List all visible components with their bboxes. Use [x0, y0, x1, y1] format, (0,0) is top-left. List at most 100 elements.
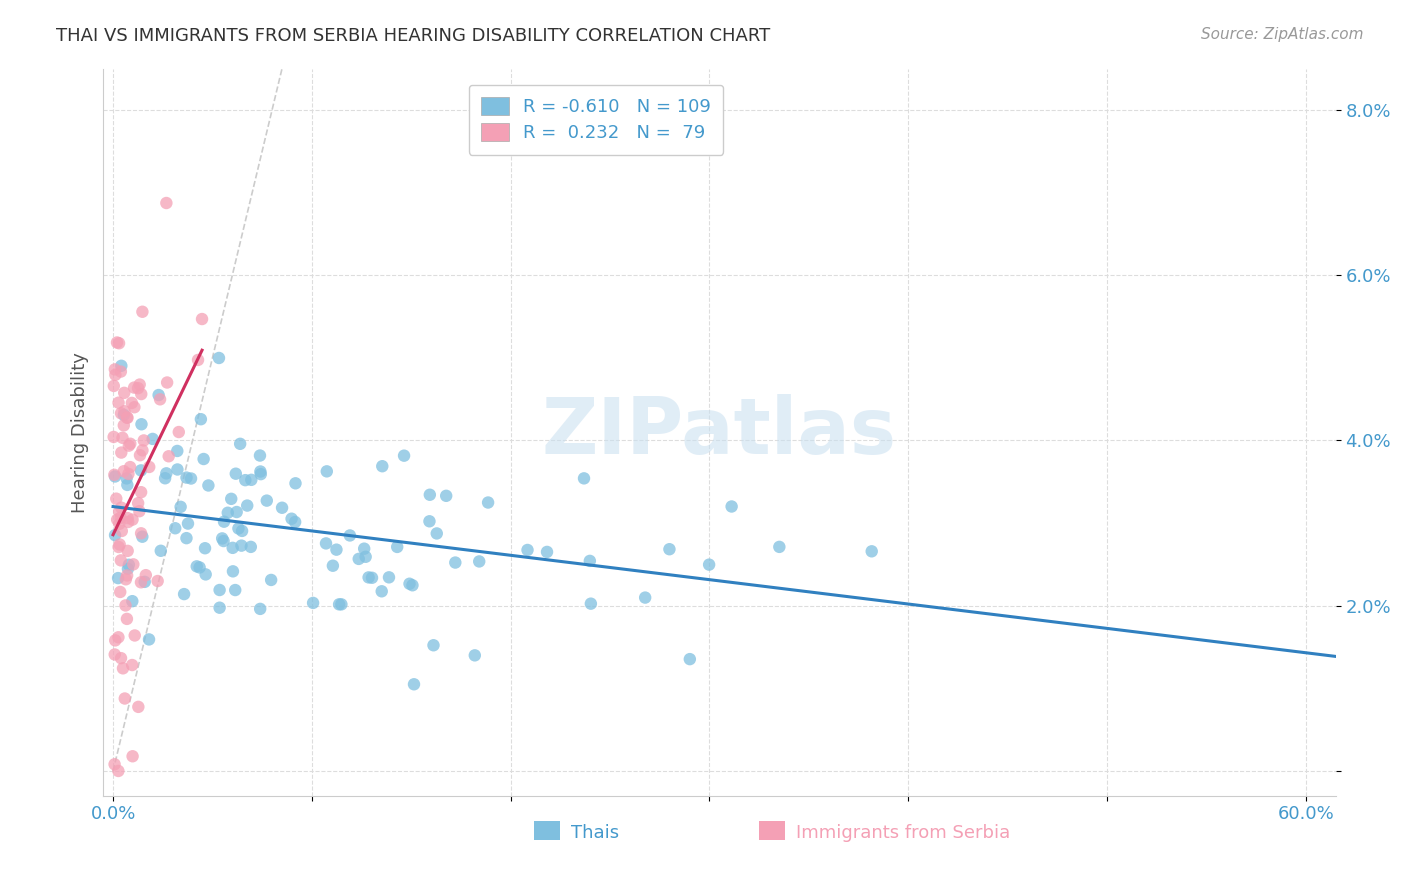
- Point: [112, 418, 135, 433]
- Point: [176, 470, 198, 484]
- Point: [121, 658, 143, 673]
- Point: [127, 699, 149, 714]
- Point: [131, 530, 153, 544]
- Point: [387, 540, 409, 554]
- Point: [149, 392, 172, 407]
- Point: [315, 536, 337, 550]
- Point: [240, 473, 263, 487]
- Point: [464, 648, 486, 663]
- Point: [134, 574, 156, 589]
- Point: [104, 362, 127, 376]
- Point: [271, 500, 294, 515]
- Point: [108, 336, 131, 351]
- Y-axis label: Hearing Disability: Hearing Disability: [72, 351, 89, 513]
- Point: [157, 450, 180, 464]
- Point: [103, 467, 125, 482]
- Point: [444, 556, 467, 570]
- Point: [105, 335, 128, 350]
- Point: [434, 489, 457, 503]
- Point: [118, 439, 141, 453]
- Point: [127, 496, 149, 510]
- Point: [280, 512, 302, 526]
- Point: [121, 749, 143, 764]
- Point: [129, 387, 152, 401]
- Point: [284, 515, 307, 529]
- Point: [233, 473, 256, 487]
- Point: [572, 471, 595, 485]
- Point: [228, 521, 250, 535]
- Point: [249, 449, 271, 463]
- Point: [225, 505, 247, 519]
- Point: [111, 524, 134, 538]
- Point: [120, 460, 142, 475]
- Point: [107, 540, 129, 554]
- Point: [249, 602, 271, 616]
- Point: [219, 491, 242, 506]
- Point: [166, 444, 188, 458]
- Point: [188, 560, 211, 574]
- Point: [124, 628, 146, 642]
- Point: [249, 467, 271, 482]
- Point: [115, 568, 138, 582]
- Point: [231, 539, 253, 553]
- Point: [129, 463, 152, 477]
- Point: [634, 591, 657, 605]
- Point: [231, 524, 253, 538]
- Point: [105, 513, 128, 527]
- Point: [860, 544, 883, 558]
- Point: [107, 395, 129, 409]
- Point: [129, 448, 152, 462]
- Point: [127, 381, 149, 395]
- Point: [129, 526, 152, 541]
- Point: [110, 359, 132, 373]
- Point: [121, 513, 143, 527]
- Point: [128, 377, 150, 392]
- Point: [720, 500, 742, 514]
- Point: [117, 562, 139, 576]
- Point: [128, 504, 150, 518]
- Point: [121, 396, 143, 410]
- Point: [105, 491, 128, 506]
- Point: [222, 565, 245, 579]
- Point: [177, 516, 200, 531]
- Point: [104, 528, 127, 542]
- Point: [328, 598, 350, 612]
- Point: [208, 351, 231, 365]
- Point: [135, 568, 157, 582]
- Point: [120, 436, 142, 450]
- Point: [419, 488, 441, 502]
- Point: [107, 630, 129, 644]
- Point: [212, 515, 235, 529]
- Point: [236, 499, 259, 513]
- Point: [131, 443, 153, 458]
- Point: [117, 544, 139, 558]
- Point: [115, 410, 138, 425]
- Point: [347, 552, 370, 566]
- Point: [378, 570, 401, 584]
- Point: [217, 506, 239, 520]
- Point: [768, 540, 790, 554]
- Text: Thais: Thais: [571, 824, 619, 842]
- Text: Immigrants from Serbia: Immigrants from Serbia: [796, 824, 1010, 842]
- Point: [187, 353, 209, 368]
- Point: [169, 500, 191, 514]
- Point: [315, 464, 337, 478]
- Point: [426, 526, 449, 541]
- Point: [132, 434, 155, 448]
- Point: [193, 452, 215, 467]
- Point: [186, 559, 208, 574]
- Point: [110, 651, 132, 665]
- Point: [658, 542, 681, 557]
- Point: [153, 471, 176, 485]
- Point: [322, 558, 344, 573]
- Point: [229, 437, 252, 451]
- Point: [173, 587, 195, 601]
- Point: [149, 543, 172, 558]
- Point: [112, 385, 135, 400]
- Point: [697, 558, 720, 572]
- Point: [211, 532, 233, 546]
- Text: Source: ZipAtlas.com: Source: ZipAtlas.com: [1201, 27, 1364, 42]
- Point: [117, 478, 139, 492]
- Point: [398, 576, 420, 591]
- Point: [401, 578, 423, 592]
